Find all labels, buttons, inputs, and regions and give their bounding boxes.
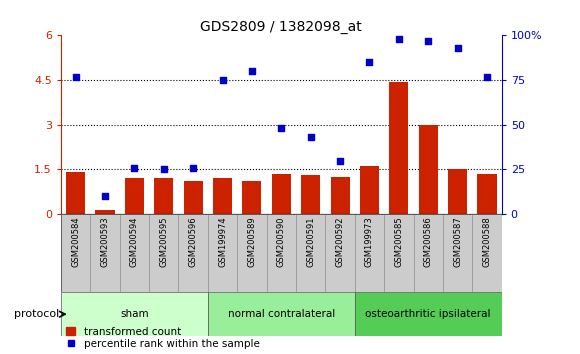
Point — [483, 74, 492, 79]
Text: GSM200596: GSM200596 — [188, 217, 198, 267]
Point — [306, 135, 316, 140]
Text: normal contralateral: normal contralateral — [228, 309, 335, 319]
Text: GSM200586: GSM200586 — [424, 217, 433, 267]
Point — [100, 193, 110, 199]
Bar — [237, 214, 267, 292]
Bar — [389, 81, 408, 214]
Bar — [384, 214, 414, 292]
Bar — [179, 214, 208, 292]
Point — [453, 45, 462, 51]
Bar — [472, 214, 502, 292]
Bar — [272, 174, 291, 214]
Text: GSM200595: GSM200595 — [160, 217, 168, 267]
Text: sham: sham — [120, 309, 148, 319]
Bar — [96, 210, 114, 214]
Bar — [325, 214, 355, 292]
Point — [71, 74, 80, 79]
Text: osteoarthritic ipsilateral: osteoarthritic ipsilateral — [365, 309, 491, 319]
Bar — [208, 214, 237, 292]
Bar — [154, 178, 173, 214]
Bar — [296, 214, 325, 292]
Bar — [301, 176, 320, 214]
Bar — [443, 214, 472, 292]
Text: GSM200590: GSM200590 — [277, 217, 286, 267]
Bar — [61, 214, 90, 292]
Point — [335, 158, 345, 164]
Text: GSM200591: GSM200591 — [306, 217, 315, 267]
Point — [247, 68, 256, 74]
Text: GSM199973: GSM199973 — [365, 217, 374, 267]
Bar — [414, 214, 443, 292]
Bar — [149, 214, 179, 292]
Point — [277, 126, 286, 131]
Bar — [360, 166, 379, 214]
Text: GSM200588: GSM200588 — [483, 217, 491, 267]
Point — [394, 36, 404, 42]
Text: GSM200593: GSM200593 — [100, 217, 110, 267]
Bar — [448, 170, 467, 214]
Title: GDS2809 / 1382098_at: GDS2809 / 1382098_at — [201, 21, 362, 34]
Bar — [331, 177, 350, 214]
Bar — [125, 178, 144, 214]
Text: protocol: protocol — [14, 309, 59, 319]
Point — [159, 167, 168, 172]
Bar — [477, 174, 496, 214]
Text: GSM200592: GSM200592 — [336, 217, 345, 267]
Text: GSM200589: GSM200589 — [248, 217, 256, 267]
Bar — [208, 292, 355, 336]
Bar — [119, 214, 149, 292]
Bar — [184, 181, 202, 214]
Point — [130, 165, 139, 171]
Text: GSM200594: GSM200594 — [130, 217, 139, 267]
Bar — [267, 214, 296, 292]
Bar — [66, 172, 85, 214]
Bar — [419, 125, 438, 214]
Point — [218, 77, 227, 83]
Bar — [61, 292, 208, 336]
Bar — [355, 214, 384, 292]
Text: GSM200587: GSM200587 — [453, 217, 462, 267]
Bar — [90, 214, 119, 292]
Point — [188, 165, 198, 171]
Point — [423, 38, 433, 44]
Text: GSM200585: GSM200585 — [394, 217, 403, 267]
Bar — [213, 178, 232, 214]
Bar — [355, 292, 502, 336]
Legend: transformed count, percentile rank within the sample: transformed count, percentile rank withi… — [66, 327, 260, 349]
Point — [365, 59, 374, 65]
Text: GSM200584: GSM200584 — [71, 217, 80, 267]
Bar — [242, 181, 262, 214]
Text: GSM199974: GSM199974 — [218, 217, 227, 267]
